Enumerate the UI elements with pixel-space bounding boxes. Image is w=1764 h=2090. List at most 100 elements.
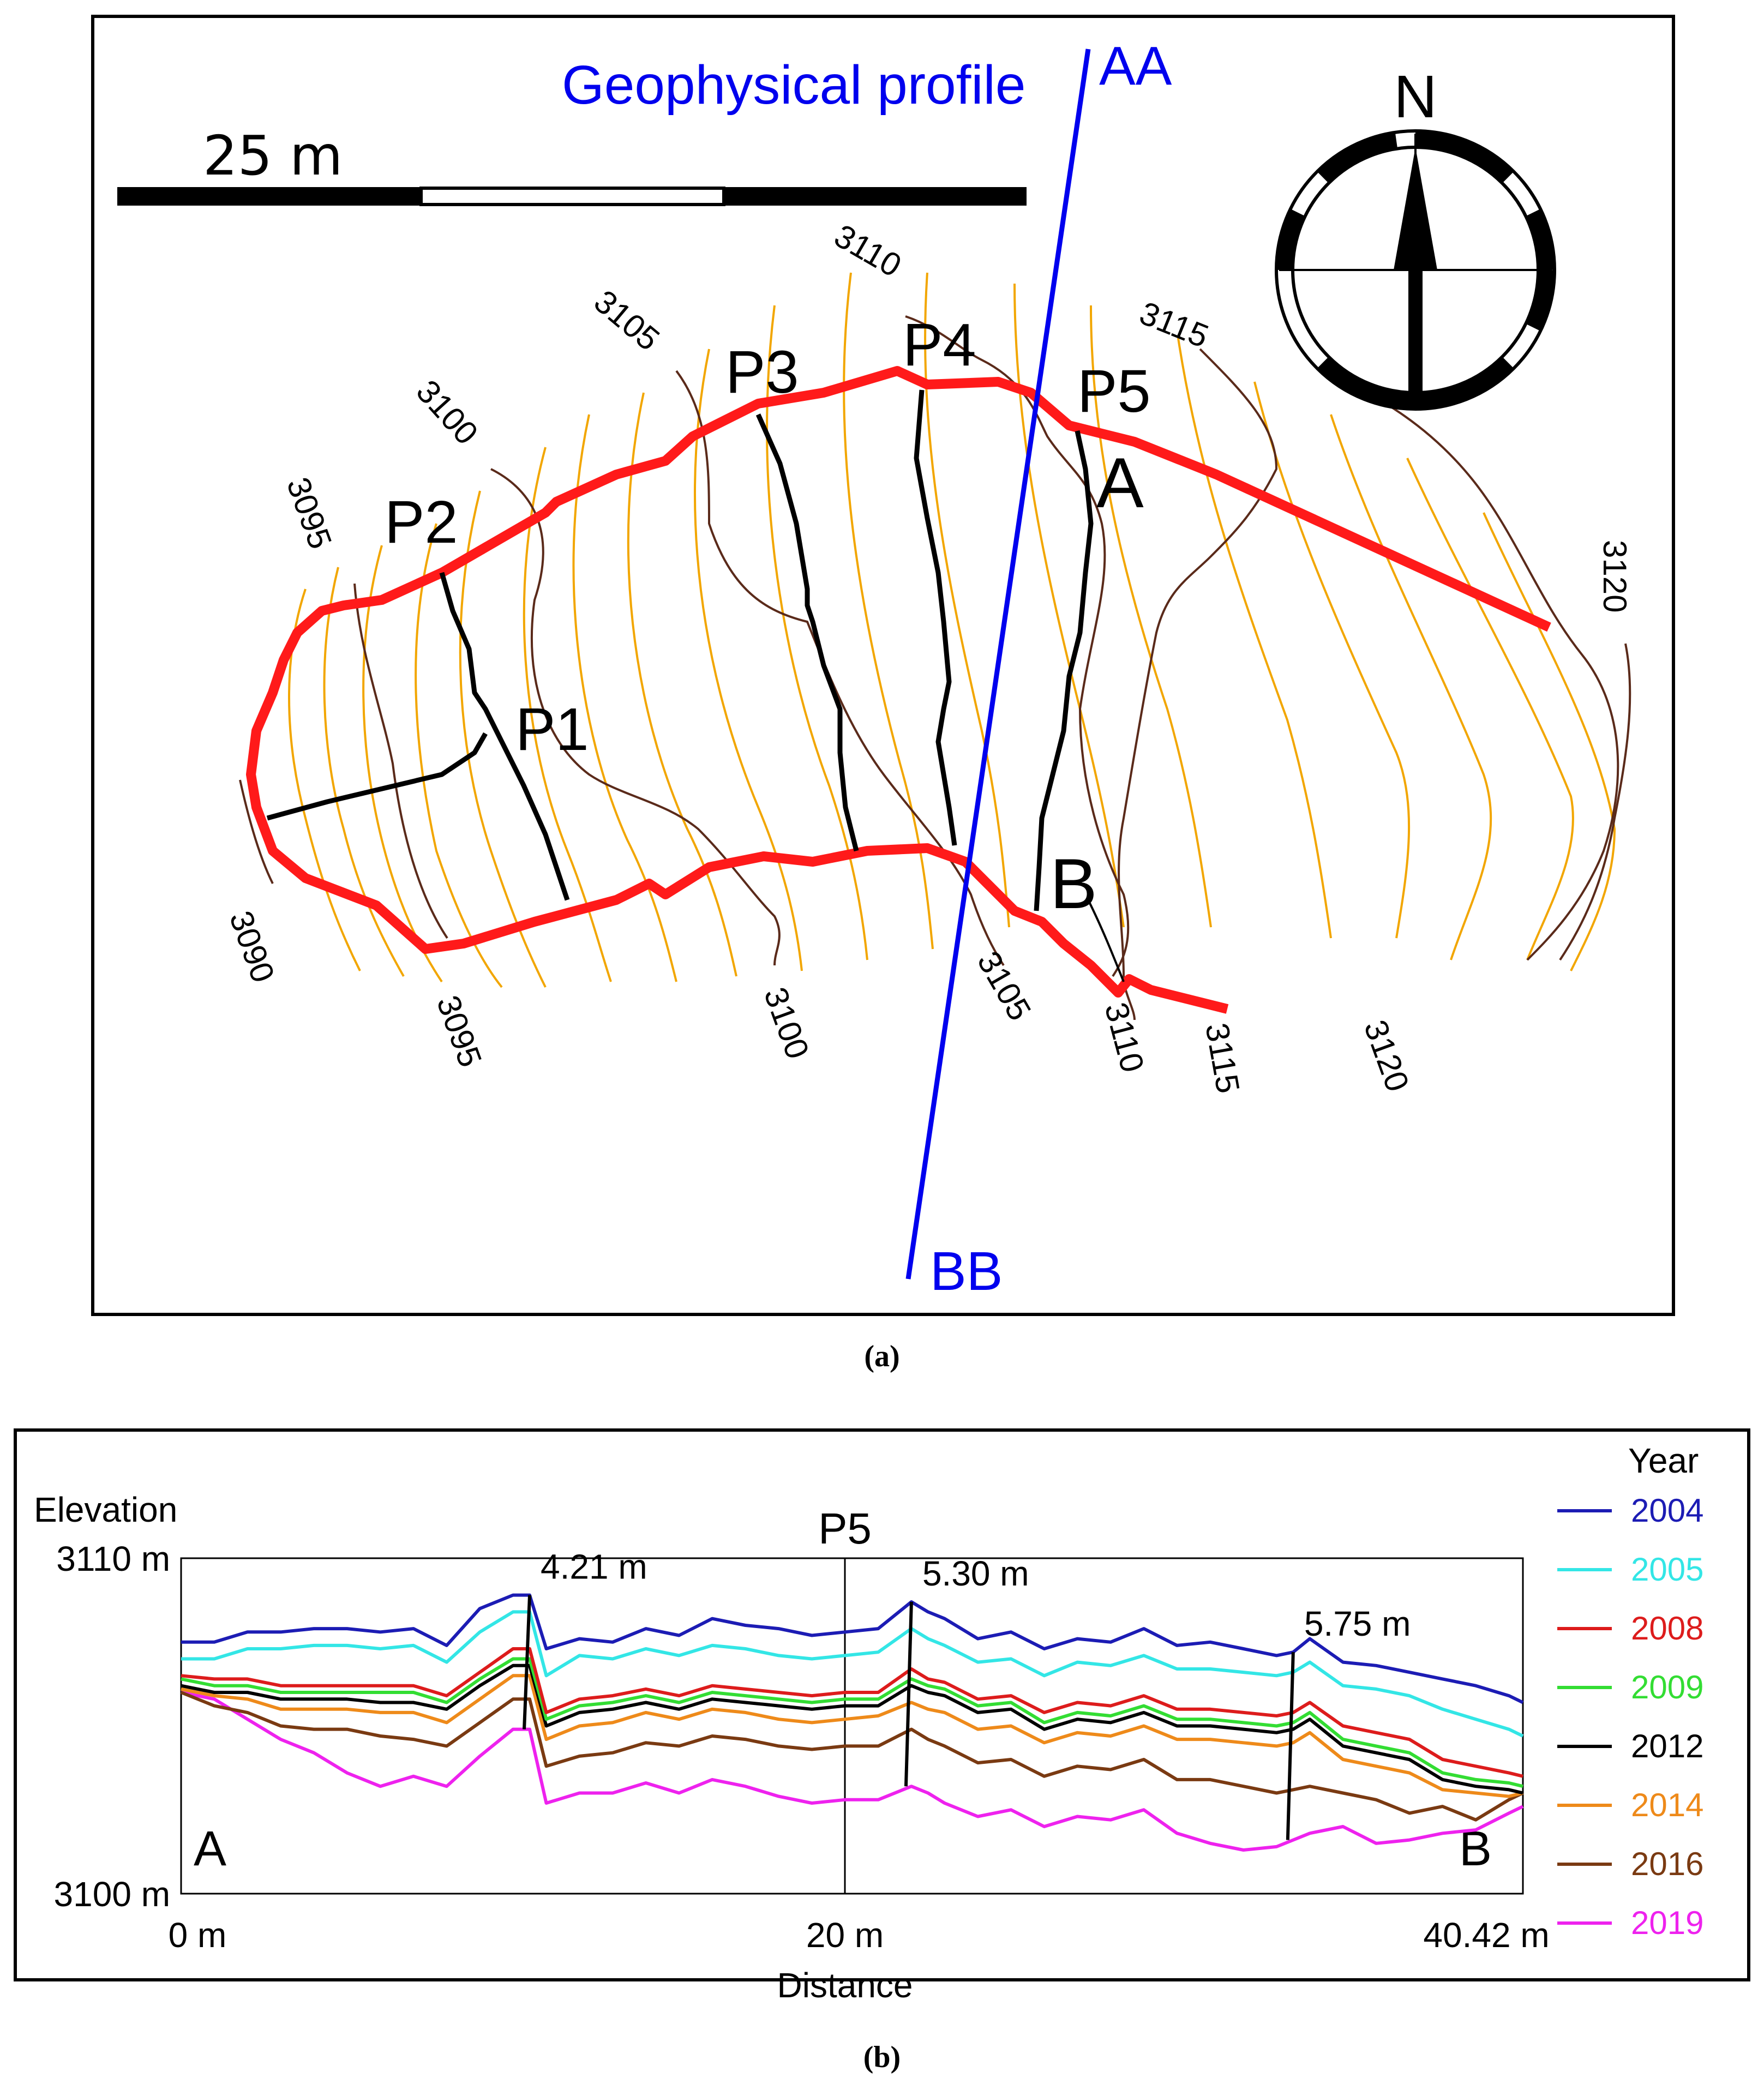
contour-line (1483, 512, 1616, 971)
caption-a: (a) (864, 1340, 899, 1373)
offset-layer: 4.21 m 5.30 m 5.75 m (523, 1547, 1411, 1840)
offset-label: 5.30 m (922, 1554, 1029, 1593)
scale-bar-segment (723, 187, 1027, 206)
compass-segment (1317, 357, 1416, 410)
legend-label-2016: 2016 (1631, 1846, 1703, 1882)
series-layer (180, 1593, 1524, 1852)
x-axis-label: Distance (777, 1966, 913, 2005)
offset-label: 5.75 m (1304, 1604, 1411, 1643)
contour-label-3120-right: 3120 (1597, 540, 1633, 612)
contour-line-3115 (1118, 348, 1278, 1020)
series-line-2019 (181, 1691, 1524, 1852)
north-arrow: N (1275, 63, 1556, 411)
contour-line-3095 (353, 583, 448, 939)
scale-bar-label: 25 m (203, 124, 343, 188)
profile-label-p5: P5 (1077, 358, 1151, 425)
compass-segment (1317, 133, 1398, 183)
profile-label-p2: P2 (385, 489, 458, 556)
contour-line (924, 272, 1010, 928)
y-tick-bottom: 3100 m (54, 1875, 170, 1914)
legend-label-2019: 2019 (1631, 1905, 1703, 1941)
contour-line (523, 447, 612, 982)
series-line-2004 (181, 1593, 1524, 1704)
section-end-label: B (1050, 844, 1097, 923)
geophysical-profile-line (905, 49, 1091, 1280)
profile-lines (266, 389, 1094, 911)
contour-line-3100 (490, 468, 781, 966)
profile-line-p3 (755, 413, 859, 852)
contour-line (843, 272, 934, 950)
profile-label-p3: P3 (725, 339, 799, 406)
contour-line-3090 (239, 779, 274, 884)
series-line-2016 (180, 1691, 1524, 1822)
contour-line (415, 523, 503, 988)
chart-start-label: A (194, 1822, 226, 1876)
legend-label-2014: 2014 (1631, 1787, 1703, 1823)
north-arrow-shaft (1408, 270, 1423, 401)
series-line-2008 (181, 1647, 1523, 1778)
series-line-2005 (181, 1610, 1524, 1738)
scale-bar: 25 m (117, 124, 1027, 206)
legend-label-2009: 2009 (1631, 1669, 1703, 1705)
x-tick-end: 40.42 m (1423, 1915, 1549, 1955)
offset-marker (1286, 1652, 1295, 1840)
legend-label-2012: 2012 (1631, 1728, 1703, 1764)
compass-segment (1276, 209, 1306, 271)
contour-line (1090, 305, 1212, 928)
plot-area (180, 1557, 1524, 1895)
profile-line-p5 (1034, 430, 1094, 911)
north-label: N (1394, 63, 1437, 130)
offset-label: 4.21 m (541, 1547, 647, 1587)
caption-b: (b) (863, 2040, 901, 2074)
legend-label-2004: 2004 (1631, 1492, 1703, 1529)
y-tick-top: 3110 m (56, 1539, 170, 1578)
geophysical-profile-label: Geophysical profile (562, 55, 1025, 116)
section-start-label: A (1096, 443, 1144, 522)
contour-line (1406, 458, 1574, 960)
contour-line (323, 567, 405, 977)
y-axis-label: Elevation (34, 1490, 177, 1529)
contour-line (1177, 338, 1332, 939)
north-arrow-head (1394, 147, 1437, 270)
profile-line-p5-tail (1087, 899, 1125, 982)
legend-label-2005: 2005 (1631, 1551, 1703, 1588)
profile-line-p1 (439, 572, 570, 901)
panel-b-chart: Elevation Distance P5 3110 m 3100 m 0 m … (14, 1428, 1750, 2005)
series-line-2014 (181, 1674, 1523, 1798)
contour-line-3120 (1319, 370, 1619, 961)
compass-segment (1525, 269, 1555, 331)
panel-a-map: 3090 3095 3095 3100 3100 3105 3105 3110 … (91, 15, 1675, 1316)
x-tick-0: 0 m (169, 1915, 227, 1955)
compass-segment (1525, 209, 1555, 271)
compass-segment (1415, 357, 1514, 410)
x-tick-20: 20 m (806, 1915, 884, 1955)
compass-segment (1415, 130, 1514, 183)
offset-marker (523, 1595, 532, 1729)
scale-bar-segment (419, 187, 725, 206)
profile-labels: P1 P2 P3 P4 P5 (385, 311, 1151, 763)
chart-title: P5 (818, 1504, 872, 1553)
legend-title: Year (1628, 1441, 1699, 1480)
profile-end-aa: AA (1099, 35, 1172, 97)
contour-line-3120-b (1559, 643, 1631, 961)
profile-line-p4 (914, 389, 957, 846)
series-line-2009 (181, 1657, 1523, 1788)
profile-label-p4: P4 (903, 311, 976, 379)
profile-end-bb: BB (930, 1241, 1003, 1302)
contour-line (1253, 381, 1411, 939)
offset-marker (904, 1601, 913, 1787)
profile-label-p1: P1 (515, 696, 589, 763)
legend: 2004 2005 2008 2009 2012 2014 2016 2019 (1557, 1492, 1703, 1941)
profile-line-p2 (266, 732, 488, 821)
scale-bar-segment (117, 187, 422, 206)
compass-ring-segments (1276, 130, 1555, 410)
contour-line (459, 490, 547, 988)
contour-line (694, 349, 803, 971)
series-line-2012 (181, 1663, 1523, 1795)
contour-line (1330, 414, 1492, 960)
legend-label-2008: 2008 (1631, 1610, 1703, 1647)
study-area-boundary (246, 366, 1551, 1014)
contour-line (572, 414, 677, 982)
contour-line (627, 392, 737, 977)
